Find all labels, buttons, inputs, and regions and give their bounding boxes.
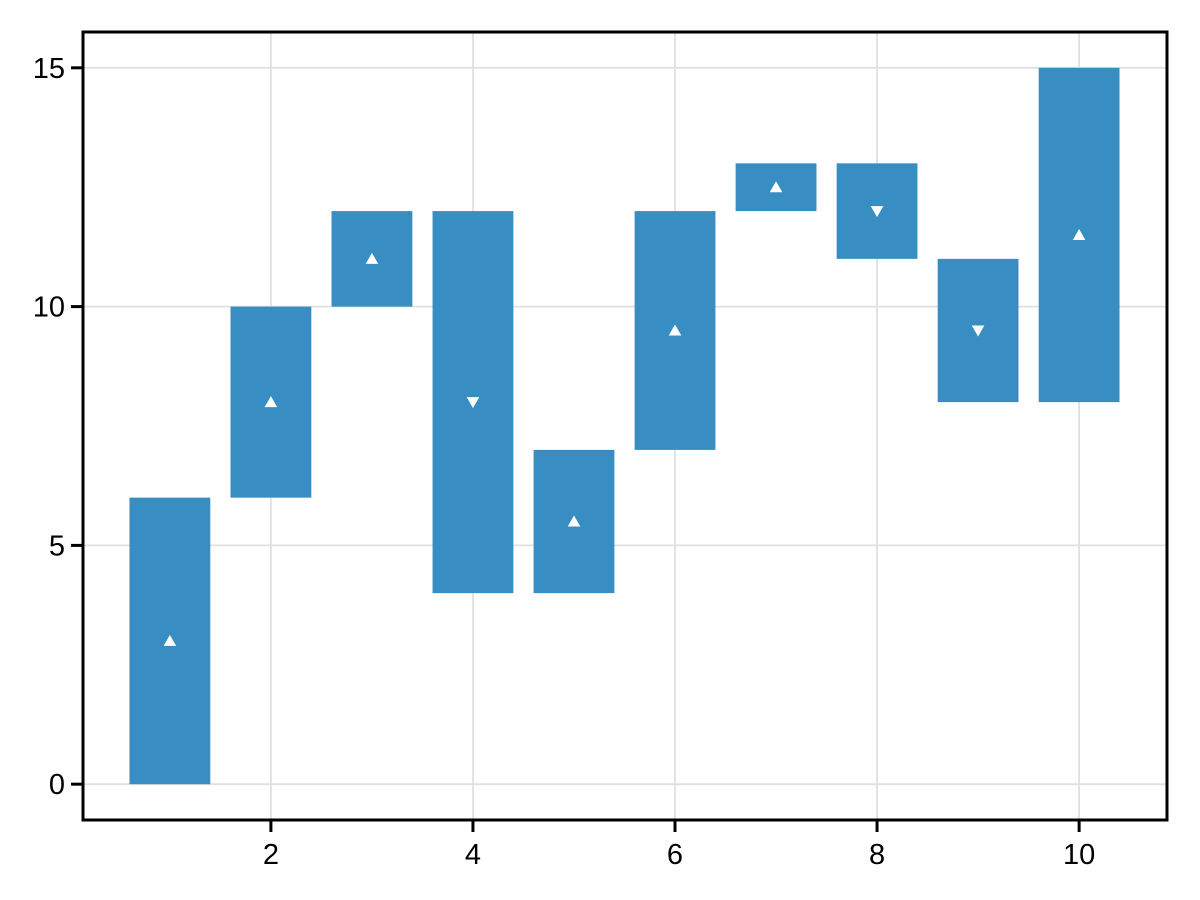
y-tick-label-10: 10: [33, 292, 65, 324]
up-triangle-marker-x2: [264, 396, 278, 408]
x-tick-label-4: 4: [465, 839, 481, 871]
up-triangle-marker-x1: [163, 634, 177, 646]
up-triangle-marker-x3: [365, 252, 379, 264]
x-tick-label-10: 10: [1063, 839, 1095, 871]
y-tick-label-5: 5: [49, 530, 65, 562]
down-triangle-marker-x8: [870, 206, 884, 218]
up-triangle-marker-x10: [1072, 228, 1086, 240]
x-tick-label-8: 8: [869, 839, 885, 871]
axis-spines: [81, 30, 1169, 822]
up-triangle-marker-x5: [567, 515, 581, 527]
y-tick-label-15: 15: [33, 53, 65, 85]
up-triangle-marker-x7: [769, 181, 783, 193]
x-tick-label-2: 2: [263, 839, 279, 871]
down-triangle-marker-x4: [466, 397, 480, 409]
x-tick-label-6: 6: [667, 839, 683, 871]
y-tick-label-0: 0: [49, 769, 65, 801]
up-triangle-marker-x6: [668, 324, 682, 336]
down-triangle-marker-x9: [971, 325, 985, 337]
